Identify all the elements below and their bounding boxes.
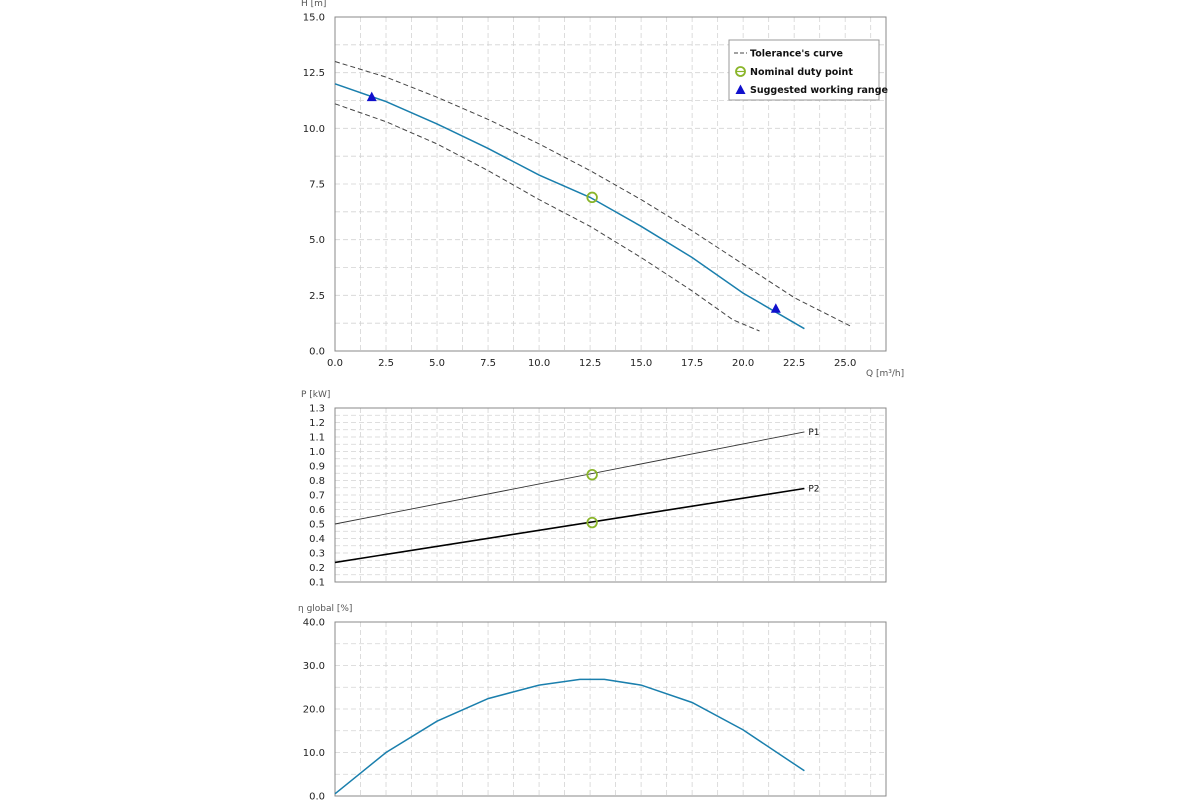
plot-frame [334, 621, 887, 797]
y-tick-label: 0.5 [309, 520, 325, 531]
legend-duty-label: Nominal duty point [750, 67, 853, 78]
tolerance-curve [334, 103, 760, 332]
y-tick-label: 7.5 [309, 180, 325, 191]
y-tick-label: 2.5 [309, 291, 325, 302]
y-tick-label: 0.4 [309, 534, 325, 545]
duty-point-marker [586, 191, 598, 204]
x-tick-label: 2.5 [378, 358, 394, 369]
y-tick-label: 0.9 [309, 462, 325, 473]
performance-curve [334, 83, 805, 330]
y-tick-label: 0.0 [309, 792, 325, 800]
y-axis-label: η global [%] [298, 604, 352, 614]
duty-point-marker [586, 469, 598, 481]
performance-curve [334, 678, 805, 795]
legend-tolerance-label: Tolerance's curve [750, 49, 843, 60]
y-tick-label: 12.5 [303, 68, 325, 79]
grid [334, 621, 886, 797]
x-tick-label: 10.0 [528, 358, 550, 369]
grid [334, 407, 886, 583]
plot-frame [334, 407, 887, 583]
x-tick-label: 5.0 [429, 358, 445, 369]
x-tick-label: 20.0 [732, 358, 754, 369]
legend-range-label: Suggested working range [750, 85, 888, 96]
y-tick-label: 0.0 [309, 347, 325, 358]
chart-2: 0.1 0.2 0.3 0.4 0.5 0.6 0.7 0.8 0.9 1.0 1.1 1.2 1.3 P… [301, 390, 887, 589]
y-tick-label: 5.0 [309, 235, 325, 246]
series-p2 [334, 487, 805, 564]
x-tick-label: 17.5 [681, 358, 703, 369]
x-tick-label: 25.0 [834, 358, 856, 369]
y-axis-label: H [m] [301, 0, 326, 9]
working-range-marker [770, 303, 781, 313]
y-tick-label: 0.3 [309, 549, 325, 560]
series-label-p1: P1 [808, 428, 819, 438]
working-range-marker [366, 91, 377, 102]
legend-box [728, 39, 880, 101]
legend-range-swatch [735, 84, 746, 94]
y-tick-label: 0.2 [309, 563, 325, 574]
chart-1: 0.0 2.5 5.0 7.5 10.0 12.5 15.0 H [m] 0.0 2.5 5.0 7.… [301, 0, 904, 379]
tolerance-curve [334, 61, 852, 327]
y-tick-label: 1.3 [309, 404, 325, 415]
y-tick-label: 10.0 [303, 124, 325, 135]
plot-frame [334, 16, 887, 352]
y-tick-label: 1.0 [309, 447, 325, 458]
x-tick-label: 7.5 [480, 358, 496, 369]
y-tick-label: 10.0 [303, 748, 325, 759]
y-tick-label: 0.8 [309, 476, 325, 487]
x-tick-label: 15.0 [630, 358, 652, 369]
chart-3: 0.0 10.0 20.0 30.0 40.0 η global [%] [298, 604, 887, 800]
y-tick-label: 1.2 [309, 418, 325, 429]
series-label-p2: P2 [808, 484, 819, 494]
y-tick-label: 0.6 [309, 505, 325, 516]
series-p1 [334, 431, 805, 525]
x-axis-label: Q [m³/h] [866, 369, 904, 379]
y-tick-label: 0.1 [309, 578, 325, 589]
duty-point-marker [586, 516, 598, 529]
y-axis-label: P [kW] [301, 390, 330, 400]
x-tick-label: 0.0 [327, 358, 343, 369]
y-tick-label: 0.7 [309, 491, 325, 502]
x-tick-label: 22.5 [783, 358, 805, 369]
x-tick-label: 12.5 [579, 358, 601, 369]
y-tick-label: 15.0 [303, 13, 325, 24]
y-tick-label: 40.0 [303, 618, 325, 629]
y-tick-label: 1.1 [309, 433, 325, 444]
y-tick-label: 30.0 [303, 661, 325, 672]
y-tick-label: 20.0 [303, 705, 325, 716]
legend: Tolerance's curve Nominal duty point Sugge… [728, 39, 888, 101]
